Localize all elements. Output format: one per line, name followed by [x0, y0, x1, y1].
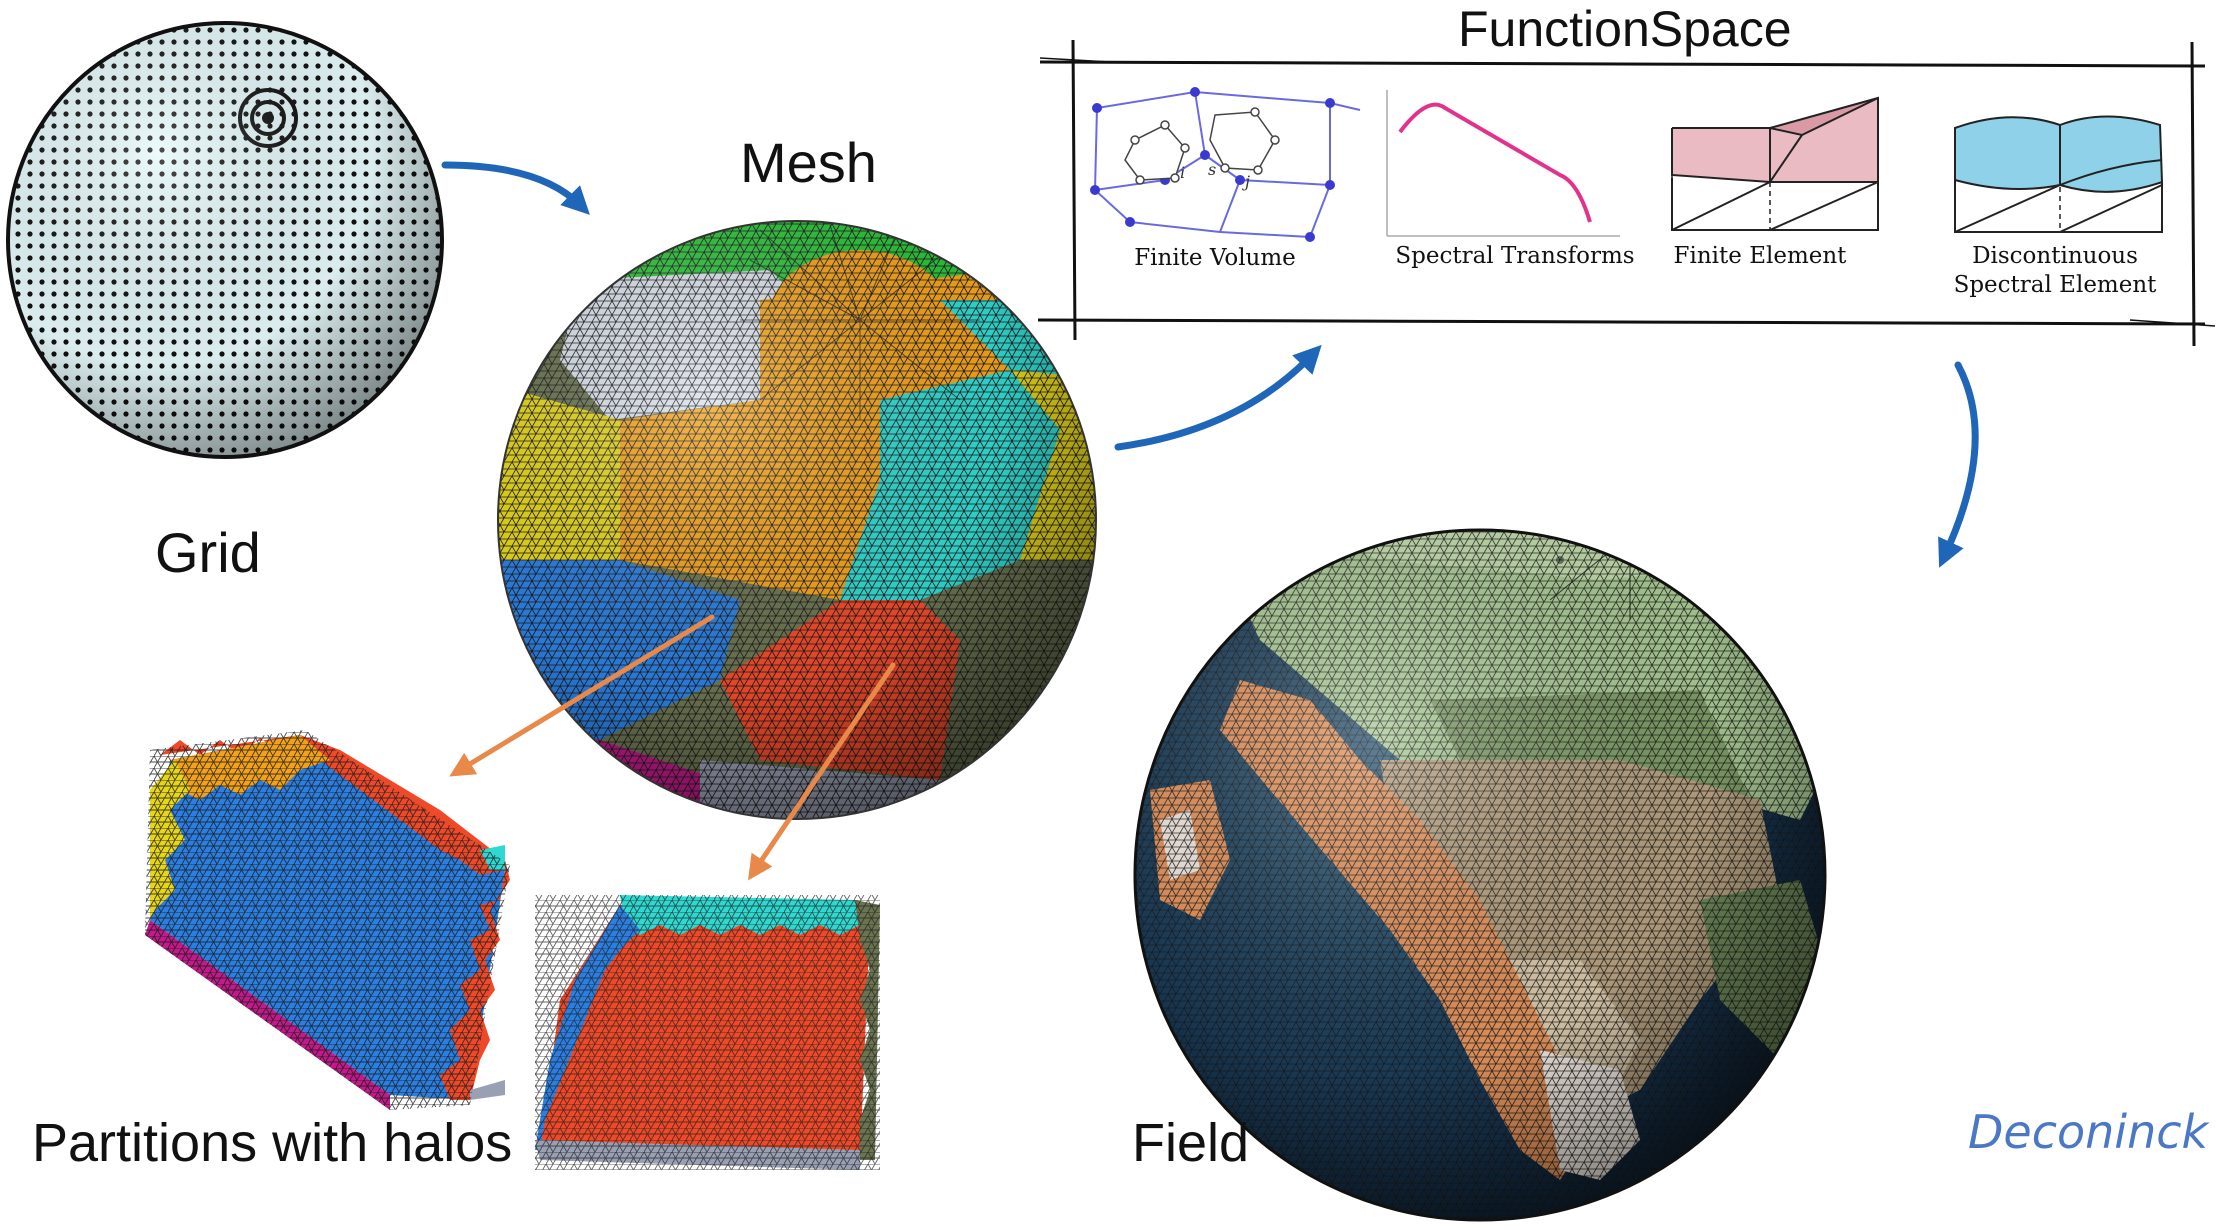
spectral-transforms-label: Spectral Transforms	[1395, 243, 1635, 269]
fv-label-s: s	[1208, 160, 1216, 179]
grid-label: Grid	[155, 521, 261, 584]
partition-right	[535, 895, 880, 1170]
finite-volume-label: Finite Volume	[1134, 245, 1296, 271]
function-space-title: FunctionSpace	[1458, 1, 1792, 57]
function-space-frame	[1037, 39, 2216, 347]
field-label: Field	[1132, 1113, 1250, 1173]
partitions-label: Partitions with halos	[32, 1113, 513, 1173]
citation-text: Deconinck e	[1968, 1105, 2220, 1159]
finite-element-graphic	[1671, 96, 1879, 231]
flow-arrows	[441, 161, 1979, 568]
finite-volume-graphic: i s j	[1090, 87, 1361, 242]
arrow-mesh-to-partition-left	[449, 614, 715, 777]
fv-label-i: i	[1180, 163, 1185, 182]
partition-arrows	[449, 614, 896, 881]
mesh-label: Mesh	[740, 131, 877, 194]
grid-sphere	[6, 21, 444, 459]
arrow-grid-to-mesh	[441, 161, 590, 215]
arrow-mesh-to-functionspace	[1114, 344, 1322, 451]
spectral-transforms-graphic	[1386, 90, 1620, 237]
dse-label-line1: Discontinuous	[1972, 243, 2138, 269]
partition-left	[145, 730, 510, 1110]
field-globe	[1133, 528, 1827, 1222]
finite-element-label: Finite Element	[1673, 243, 1847, 269]
dse-label: Discontinuous Spectral Element	[1935, 242, 2175, 300]
mesh-sphere	[497, 220, 1097, 820]
arrow-mesh-to-partition-right	[748, 662, 896, 881]
dse-graphic	[1954, 115, 2164, 233]
fv-label-j: j	[1242, 172, 1250, 191]
dse-label-line2: Spectral Element	[1953, 272, 2157, 298]
arrow-functionspace-to-field	[1938, 361, 1979, 568]
